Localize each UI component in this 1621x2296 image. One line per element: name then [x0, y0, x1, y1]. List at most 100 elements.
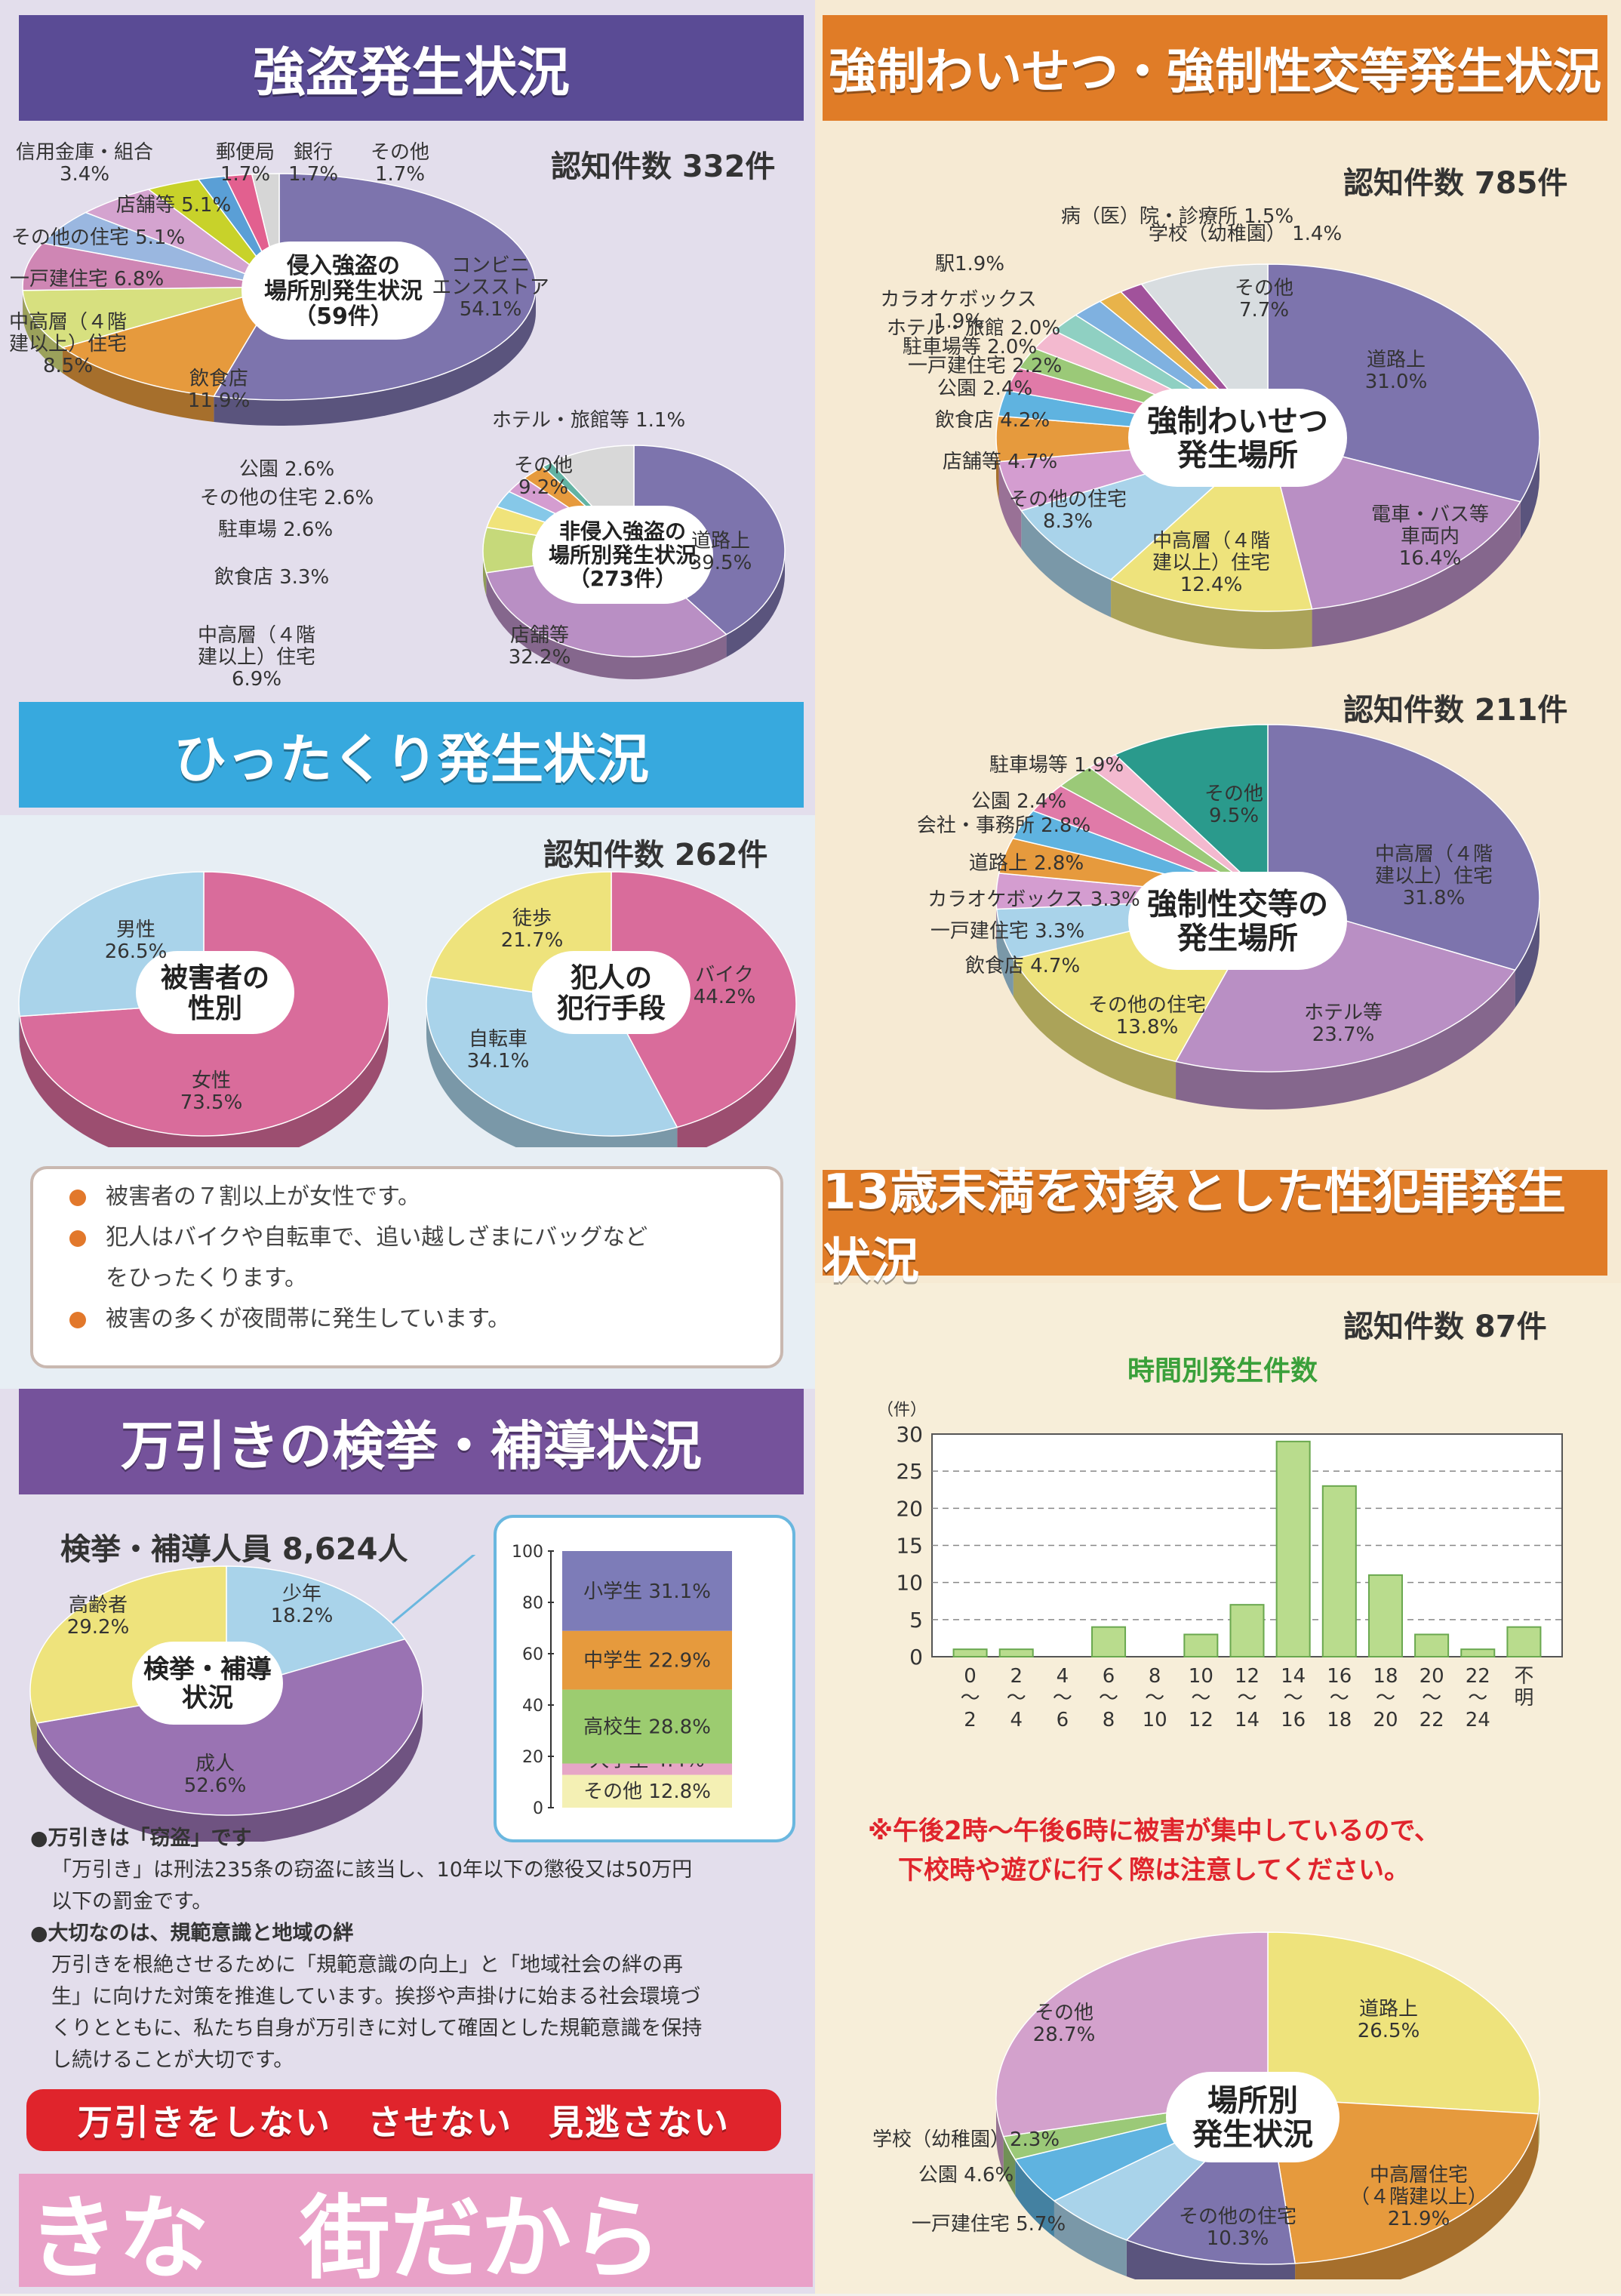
pie-label: 飲食店 4.7% [965, 955, 1080, 977]
footnote-line: 下校時や遊びに行く際は注意してください。 [868, 1851, 1607, 1890]
y-tick-label: 10 [896, 1571, 923, 1596]
x-tick-label: 12～14 [1235, 1665, 1260, 1731]
x-tick-label: 2～4 [1007, 1665, 1026, 1731]
pie-label: ホテル・旅館等 1.1% [492, 409, 685, 432]
y-tick-label: 40 [522, 1697, 543, 1716]
y-tick-label: 60 [522, 1645, 543, 1664]
shoplift-text-body: 生」に向けた対策を推進しています。挨拶や声掛けに始まる社会環境づ [30, 1981, 792, 2013]
bar [1461, 1649, 1494, 1657]
y-axis-unit: （件） [877, 1401, 927, 1420]
shoplift-text-body: くりとともに、私たち自身が万引きに対して確固とした規範意識を保持 [30, 2013, 792, 2045]
bar [1323, 1486, 1356, 1657]
pie-label: 会社・事務所 2.8% [917, 814, 1090, 837]
juvenile-connector [392, 1555, 483, 1623]
shoplift-text-body: 万引きを根絶させるために「規範意識の向上」と「地域社会の絆の再 [30, 1950, 792, 1981]
bar [1000, 1649, 1033, 1657]
x-tick-label: 6～8 [1099, 1665, 1118, 1731]
stack-label: 高校生 28.8% [583, 1716, 711, 1739]
x-tick-label: 4～6 [1053, 1665, 1072, 1731]
pie-center-label: 場所別発生状況 [1192, 2084, 1313, 2153]
x-tick-label: 10～12 [1189, 1665, 1213, 1731]
pie-label: カラオケボックス 3.3% [927, 888, 1140, 911]
stack-label: 中学生 22.9% [583, 1650, 711, 1673]
y-tick-label: 15 [896, 1534, 923, 1559]
y-tick-label: 25 [896, 1459, 923, 1484]
pie-label: 駅1.9% [935, 253, 1004, 275]
pie-label: 一戸建住宅 3.3% [930, 920, 1084, 943]
shoplift-text-body: 「万引き」は刑法235条の窃盗に該当し、10年以下の懲役又は50万円 [30, 1854, 792, 1886]
pie-label: 店舗等 5.1% [116, 194, 231, 217]
bar [1277, 1442, 1310, 1657]
pie-label: 一戸建住宅 6.8% [10, 268, 164, 291]
pie-label: その他の住宅 5.1% [11, 226, 185, 249]
note-item-cont: をひったくります。 [63, 1258, 758, 1299]
y-tick-label: 80 [522, 1594, 543, 1613]
shoplift-banner: 万引きの検挙・補導状況 [19, 1389, 804, 1494]
stack-label: その他 12.8% [583, 1780, 711, 1803]
shoplift-text-heading: ●万引きは「窃盗」です [30, 1823, 792, 1854]
pie-label: 一戸建住宅 5.7% [912, 2213, 1066, 2236]
chart-title: 時間別発生件数 [1127, 1356, 1318, 1387]
shoplift-text: ●万引きは「窃盗」です 「万引き」は刑法235条の窃盗に該当し、10年以下の懲役… [30, 1823, 792, 2076]
x-tick-label: 16～18 [1327, 1665, 1352, 1731]
y-tick-label: 100 [512, 1543, 543, 1562]
bar [1369, 1575, 1402, 1657]
bar [1415, 1635, 1448, 1657]
bar [1507, 1627, 1540, 1657]
pie-label: 公園 2.4% [971, 790, 1066, 813]
pie-label: 店舗等 4.7% [943, 451, 1057, 473]
under13-banner: 13歳未満を対象とした性犯罪発生状況 [823, 1170, 1607, 1276]
pie-label: 公園 4.6% [918, 2164, 1014, 2187]
footnote-line: ※午後2時～午後6時に被害が集中しているので、 [868, 1811, 1607, 1851]
x-tick-label: 不明 [1514, 1665, 1533, 1710]
pie-label: 道路上 2.8% [969, 852, 1084, 875]
note-item: 犯人はバイクや自転車で、追い越しざまにバッグなど [63, 1217, 758, 1258]
shoplift-text-heading: ●大切なのは、規範意識と地域の絆 [30, 1918, 792, 1950]
bar-under13-hourly: 時間別発生件数（件）0510152025300～22～44～66～88～1010… [815, 1336, 1621, 1827]
shoplift-text-body: 以下の罰金です。 [30, 1886, 792, 1918]
y-tick-label: 20 [896, 1496, 923, 1521]
note-item: 被害者の７割以上が女性です。 [63, 1177, 758, 1217]
shoplift-text-body: し続けることが大切です。 [30, 2045, 792, 2076]
x-tick-label: 0～2 [961, 1665, 980, 1731]
bar [954, 1649, 987, 1657]
pie-label: 飲食店 3.3% [214, 566, 329, 589]
bar [1230, 1605, 1263, 1657]
pie-label: 公園 2.4% [937, 377, 1032, 400]
bar [1184, 1635, 1217, 1657]
y-tick-label: 30 [896, 1422, 923, 1447]
pie-label: 学校（幼稚園）2.3% [872, 2128, 1060, 2151]
snatch-banner: ひったくり発生状況 [19, 702, 804, 808]
x-tick-label: 22～24 [1466, 1665, 1490, 1731]
x-tick-label: 20～22 [1420, 1665, 1444, 1731]
x-tick-label: 8～10 [1143, 1665, 1167, 1731]
y-tick-label: 0 [533, 1799, 543, 1818]
note-item: 被害の多くが夜間帯に発生しています。 [63, 1299, 758, 1340]
sexual-banner: 強制わいせつ・強制性交等発生状況 [823, 15, 1607, 121]
x-tick-label: 18～20 [1373, 1665, 1398, 1731]
pie-center-label: 犯人の犯行手段 [557, 962, 666, 1023]
bottom-strip: きな 街だから [19, 2174, 813, 2287]
